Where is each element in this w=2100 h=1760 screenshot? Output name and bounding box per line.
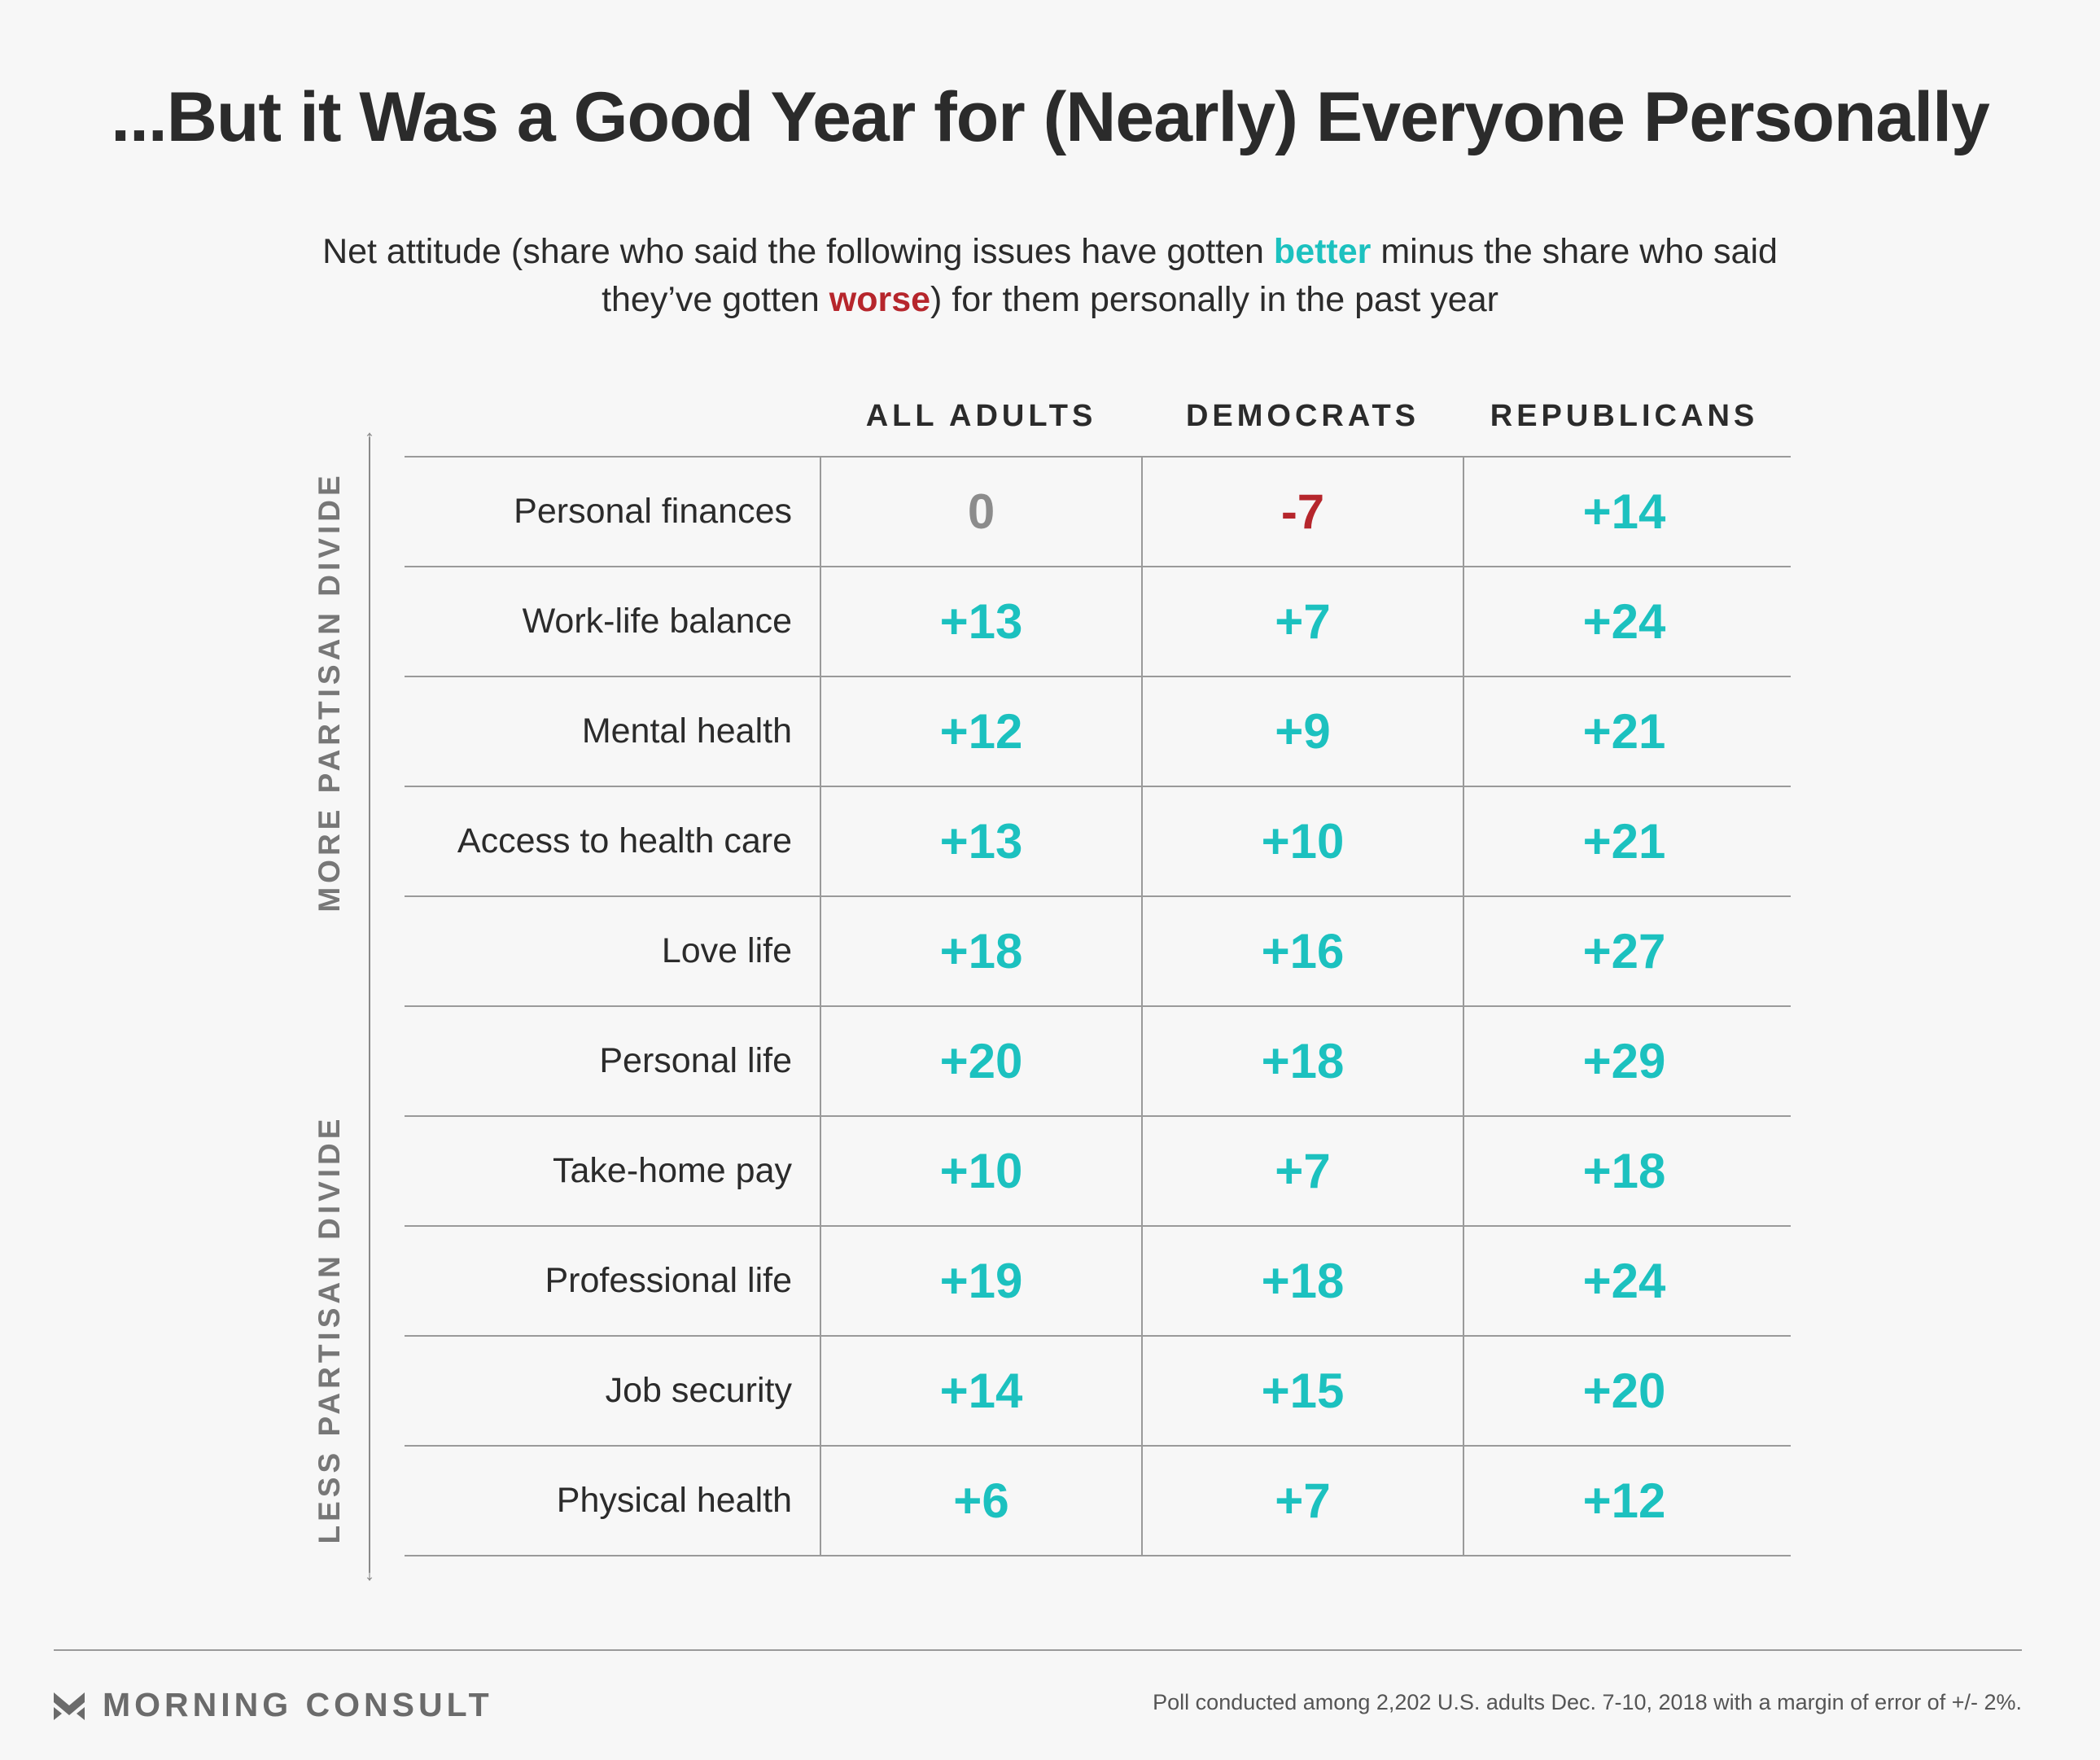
table-cell-value: +21 bbox=[1582, 704, 1666, 759]
chart-subtitle: Net attitude (share who said the followi… bbox=[277, 228, 1823, 324]
row-divider bbox=[405, 1335, 1791, 1337]
row-divider bbox=[405, 566, 1791, 567]
table-cell-value: +18 bbox=[1261, 1254, 1345, 1308]
subtitle-text-2: minus the share who said they’ve gotten bbox=[602, 232, 1778, 319]
row-label: Job security bbox=[605, 1371, 792, 1410]
table-row: Mental health +12 +9 +21 bbox=[405, 676, 1791, 786]
poll-methodology-note: Poll conducted among 2,202 U.S. adults D… bbox=[1153, 1690, 2022, 1714]
table-row: Work-life balance +13 +7 +24 bbox=[405, 567, 1791, 676]
table-cell-value: +7 bbox=[1275, 1473, 1331, 1528]
row-divider bbox=[405, 895, 1791, 897]
table-cell-value: +18 bbox=[1582, 1144, 1666, 1198]
column-header: REPUBLICANS bbox=[1490, 399, 1759, 433]
table-cell-value: +29 bbox=[1582, 1034, 1666, 1088]
subtitle-text-3: ) for them personally in the past year bbox=[930, 280, 1498, 319]
row-label: Professional life bbox=[545, 1261, 792, 1300]
table-cell-value: +13 bbox=[939, 594, 1023, 649]
side-label-less-partisan-text: LESS PARTISAN DIVIDE bbox=[313, 1114, 346, 1544]
table-cell-value: +27 bbox=[1582, 924, 1666, 979]
table-cell-value: -7 bbox=[1280, 484, 1325, 539]
row-label: Mental health bbox=[581, 711, 792, 751]
table-cell-value: +18 bbox=[939, 924, 1023, 979]
row-label: Personal life bbox=[599, 1041, 792, 1080]
column-header: DEMOCRATS bbox=[1185, 399, 1420, 433]
brand-name: MORNING CONSULT bbox=[103, 1685, 493, 1723]
column-header: ALL ADULTS bbox=[865, 399, 1097, 433]
table-row: Access to health care +13 +10 +21 bbox=[405, 786, 1791, 896]
row-label: Take-home pay bbox=[553, 1151, 792, 1190]
row-divider bbox=[405, 1225, 1791, 1227]
row-label: Personal finances bbox=[514, 492, 792, 531]
chart-title: ...But it Was a Good Year for (Nearly) E… bbox=[111, 78, 1990, 156]
table-cell-value: +7 bbox=[1275, 1144, 1331, 1198]
row-label: Physical health bbox=[556, 1481, 792, 1520]
row-divider bbox=[405, 1115, 1791, 1117]
table-cell-value: +24 bbox=[1582, 1254, 1666, 1308]
table-cell-value: +12 bbox=[939, 704, 1023, 759]
table-cell-value: +12 bbox=[1582, 1473, 1666, 1528]
table-cell-value: +24 bbox=[1582, 594, 1666, 649]
table-grid bbox=[405, 456, 1791, 1556]
morning-consult-logo-icon bbox=[54, 1692, 85, 1720]
row-label: Access to health care bbox=[457, 821, 792, 860]
table-row: Physical health +6 +7 +12 bbox=[405, 1446, 1791, 1556]
side-label-more-partisan-text: MORE PARTISAN DIVIDE bbox=[313, 471, 346, 913]
table-cell-value: +14 bbox=[939, 1364, 1023, 1418]
column-divider bbox=[820, 457, 821, 1556]
arrow-up-icon: ↑ bbox=[364, 425, 375, 449]
partisan-divide-axis-line bbox=[369, 437, 370, 1573]
table-cell-value: +10 bbox=[1261, 814, 1345, 869]
table-cell-value: +14 bbox=[1582, 484, 1666, 539]
table-row: Personal life +20 +18 +29 bbox=[405, 1006, 1791, 1116]
table-cell-value: +20 bbox=[939, 1034, 1023, 1088]
table-cell-value: +18 bbox=[1261, 1034, 1345, 1088]
table-cell-value: +13 bbox=[939, 814, 1023, 869]
arrow-down-icon: ↓ bbox=[364, 1561, 375, 1585]
table-cell-value: +6 bbox=[953, 1473, 1009, 1528]
row-divider bbox=[405, 456, 1791, 458]
row-label: Love life bbox=[661, 931, 792, 970]
table-row: Professional life +19 +18 +24 bbox=[405, 1226, 1791, 1336]
row-divider bbox=[405, 676, 1791, 677]
table-cell-value: +15 bbox=[1261, 1364, 1345, 1418]
row-divider bbox=[405, 1445, 1791, 1447]
table-row: Personal finances 0 -7 +14 bbox=[405, 457, 1791, 567]
brand-logo: MORNING CONSULT bbox=[54, 1680, 493, 1729]
row-divider bbox=[405, 1005, 1791, 1007]
table-cell-value: +7 bbox=[1275, 594, 1331, 649]
table-cell-value: +10 bbox=[939, 1144, 1023, 1198]
table-row: Job security +14 +15 +20 bbox=[405, 1336, 1791, 1446]
table-row: Take-home pay +10 +7 +18 bbox=[405, 1116, 1791, 1226]
row-divider bbox=[405, 786, 1791, 787]
column-divider bbox=[1463, 457, 1464, 1556]
table-cell-value: +21 bbox=[1582, 814, 1666, 869]
table-cell-value: +16 bbox=[1261, 924, 1345, 979]
table-row: Love life +18 +16 +27 bbox=[405, 896, 1791, 1006]
subtitle-better-word: better bbox=[1273, 232, 1372, 271]
table-cell-value: +20 bbox=[1582, 1364, 1666, 1418]
footer-divider bbox=[54, 1649, 2022, 1651]
table-cell-value: +19 bbox=[939, 1254, 1023, 1308]
row-label: Work-life balance bbox=[522, 602, 792, 641]
row-divider bbox=[405, 1555, 1791, 1556]
subtitle-text-1: Net attitude (share who said the followi… bbox=[322, 232, 1274, 271]
table-cell-value: 0 bbox=[967, 484, 995, 539]
column-divider bbox=[1141, 457, 1143, 1556]
table-cell-value: +9 bbox=[1275, 704, 1331, 759]
subtitle-worse-word: worse bbox=[829, 280, 931, 319]
